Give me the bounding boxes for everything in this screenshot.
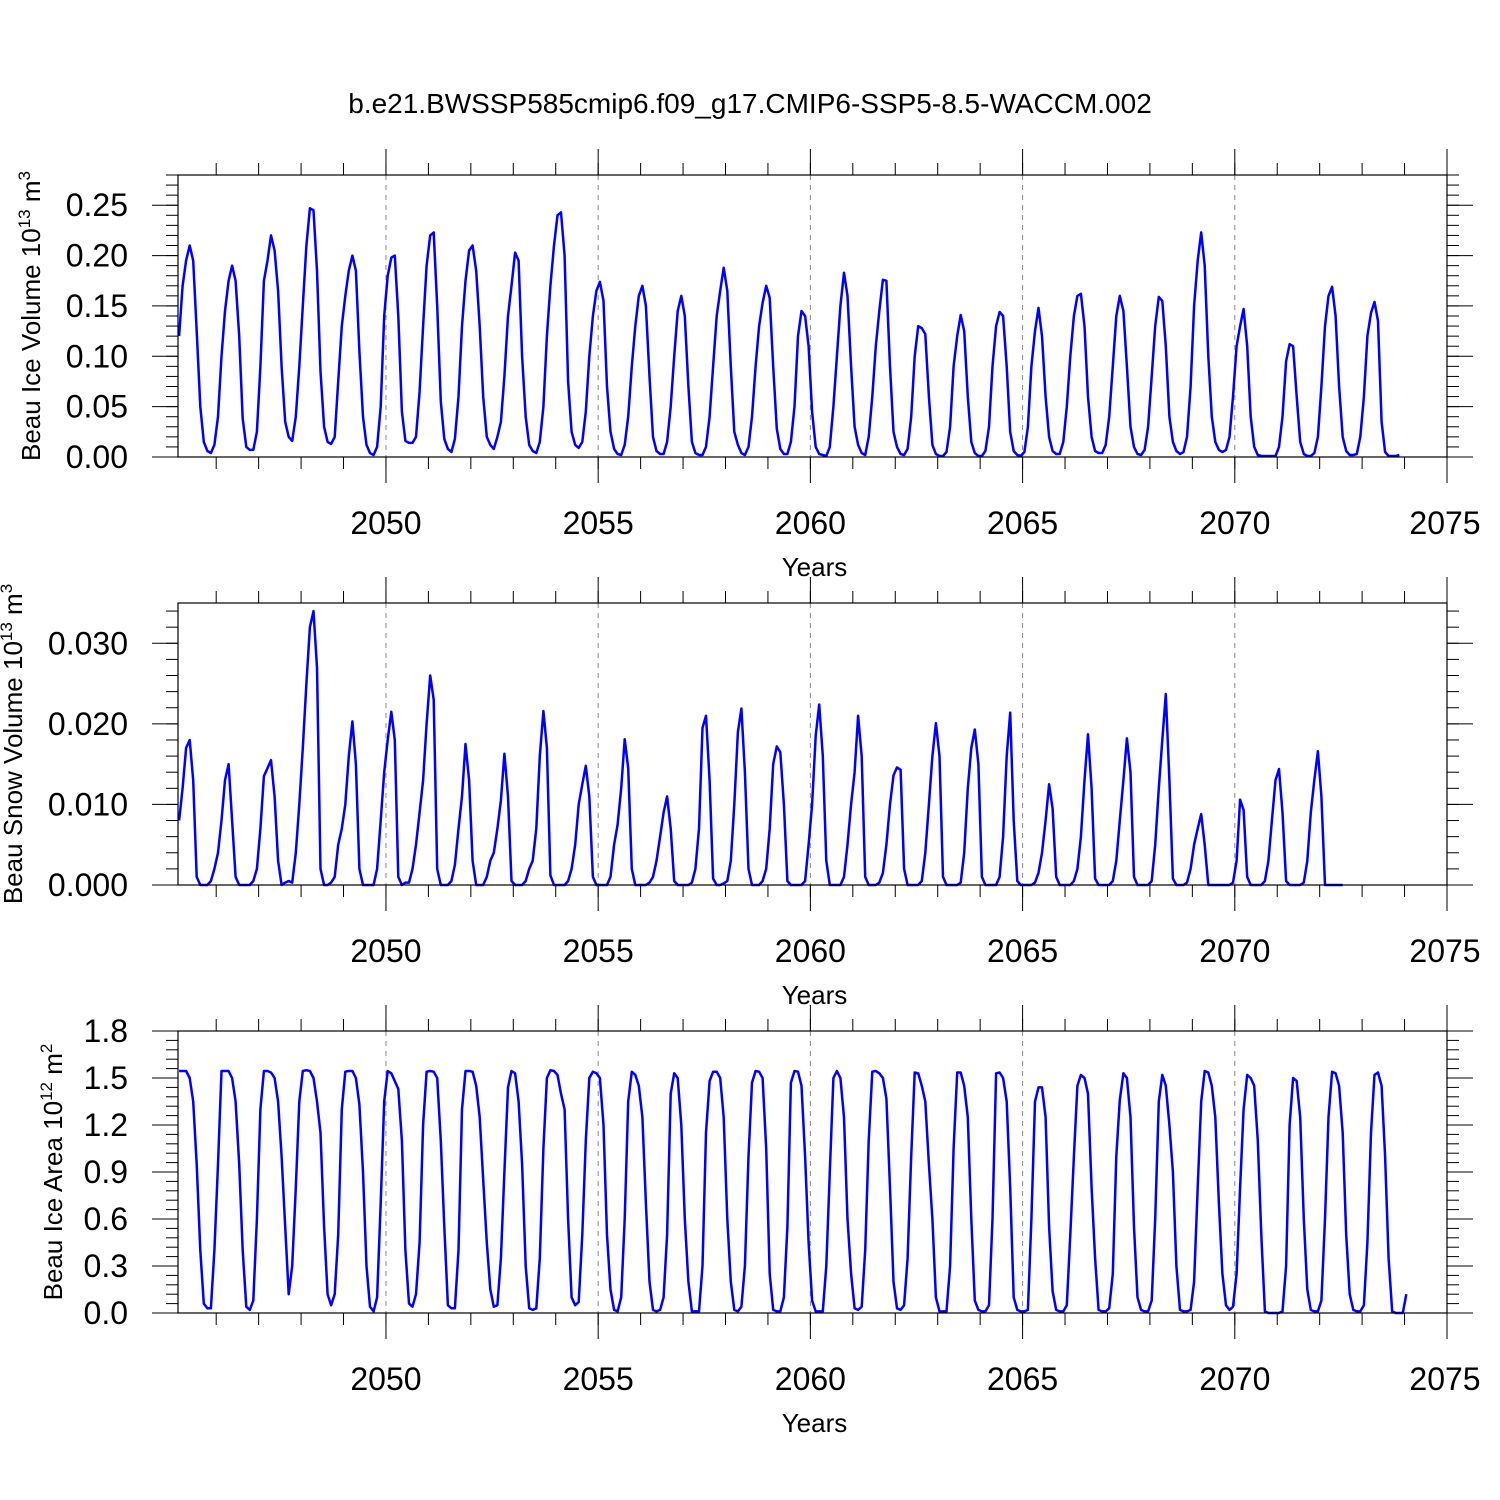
y-tick-label: 1.8 — [84, 1013, 128, 1049]
y-axis-label-ylabel-unit-exp: 3 — [0, 584, 16, 593]
y-tick-label: 0.010 — [48, 786, 128, 822]
y-axis-label: Beau Snow Volume 1013 m3 — [0, 584, 28, 904]
ice-volume-panel: 0.00 0.05 0.10 0.15 0.20 0.25 2050 2055 2060 2065… — [15, 149, 1481, 582]
x-tick-label: 2060 — [775, 933, 846, 969]
x-tick-label: 2055 — [563, 933, 634, 969]
y-tick-label: 1.5 — [84, 1060, 128, 1096]
x-tick-label: 2070 — [1199, 1361, 1270, 1397]
x-tick-label: 2065 — [987, 1361, 1058, 1397]
y-tick-label: 0.15 — [66, 288, 128, 324]
x-tick-label: 2075 — [1409, 1361, 1480, 1397]
y-tick-label: 1.2 — [84, 1107, 128, 1143]
chart-title: b.e21.BWSSP585cmip6.f09_g17.CMIP6-SSP5-8… — [348, 88, 1152, 119]
y-tick-label: 0.25 — [66, 187, 128, 223]
plot-frame — [177, 174, 1448, 458]
x-tick-label: 2075 — [1409, 505, 1480, 541]
x-tick-label: 2065 — [987, 933, 1058, 969]
ice-area-series-line — [179, 1068, 1408, 1315]
y-tick-label: 0.3 — [84, 1248, 128, 1284]
x-tick-label: 2055 — [563, 1361, 634, 1397]
x-tick-label: 2050 — [350, 1361, 421, 1397]
snow-volume-panel: 0.000 0.010 0.020 0.030 2050 2055 2060 2065 2070… — [0, 577, 1481, 1010]
y-tick-label: 0.20 — [66, 238, 128, 274]
y-axis-label-ylabel-unit: m — [16, 180, 46, 209]
x-axis-label: Years — [782, 1408, 848, 1438]
x-tick-label: 2065 — [987, 505, 1058, 541]
y-axis-label-ylabel-main: Beau Ice Volume 10 — [16, 228, 46, 461]
x-tick-label: 2060 — [775, 1361, 846, 1397]
ice-area-panel: 0.0 0.3 0.6 0.9 1.2 1.5 1.8 2050 2055 2060 2065 207… — [37, 1005, 1481, 1438]
y-tick-label: 0.05 — [66, 389, 128, 425]
y-axis-label: Beau Ice Volume 1013 m3 — [15, 171, 46, 461]
x-tick-label: 2070 — [1199, 505, 1270, 541]
plot-frame — [177, 1030, 1448, 1314]
y-tick-label: 0.030 — [48, 625, 128, 661]
y-axis-label: Beau Ice Area 1012 m2 — [37, 1044, 68, 1301]
y-axis-label-ylabel-unit-exp: 3 — [15, 171, 34, 180]
plot-frame — [177, 602, 1448, 886]
y-tick-label: 0.6 — [84, 1201, 128, 1237]
x-tick-label: 2070 — [1199, 933, 1270, 969]
y-tick-label: 0.00 — [66, 439, 128, 475]
x-axis-label: Years — [782, 552, 848, 582]
y-tick-label: 0.020 — [48, 706, 128, 742]
y-axis-label-ylabel-exp: 13 — [0, 622, 16, 641]
x-tick-label: 2075 — [1409, 933, 1480, 969]
x-axis-label: Years — [782, 980, 848, 1010]
y-axis-label-ylabel-main: Beau Snow Volume 10 — [0, 641, 28, 904]
y-axis-label-ylabel-exp: 12 — [37, 1082, 56, 1101]
y-tick-label: 0.000 — [48, 867, 128, 903]
x-tick-label: 2055 — [563, 505, 634, 541]
snow-volume-series-line — [177, 609, 1343, 887]
y-axis-label-ylabel-main: Beau Ice Area 10 — [38, 1101, 68, 1300]
y-axis-label-ylabel-exp: 13 — [15, 209, 34, 228]
x-tick-label: 2060 — [775, 505, 846, 541]
y-tick-label: 0.10 — [66, 338, 128, 374]
y-axis-label-ylabel-unit-exp: 2 — [37, 1044, 56, 1053]
x-tick-label: 2050 — [350, 505, 421, 541]
y-axis-label-ylabel-unit: m — [38, 1053, 68, 1082]
ice-volume-series-line — [177, 206, 1400, 458]
y-tick-label: 0.0 — [84, 1295, 128, 1331]
x-tick-label: 2050 — [350, 933, 421, 969]
y-tick-label: 0.9 — [84, 1154, 128, 1190]
y-axis-label-ylabel-unit: m — [0, 593, 28, 622]
